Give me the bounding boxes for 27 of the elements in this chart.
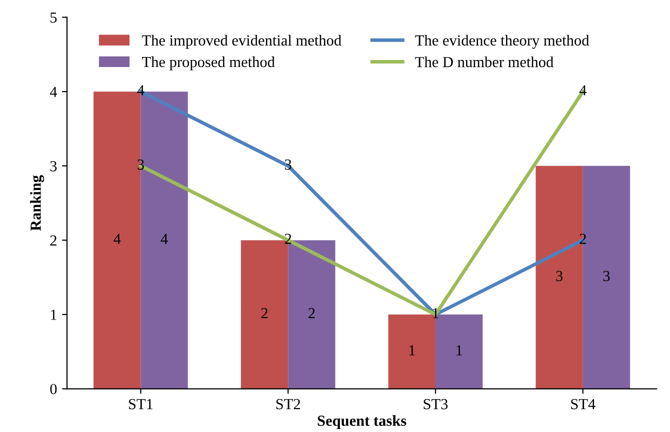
data-label: 2 [261, 308, 268, 318]
y-tick-label: 4 [50, 86, 58, 97]
data-label: 4 [160, 234, 168, 244]
legend-label: The proposed method [142, 56, 275, 70]
y-tick-label: 0 [50, 384, 57, 394]
data-label: 1 [433, 308, 438, 318]
x-tick-label: ST2 [276, 399, 300, 410]
y-axis-title: Ranking [30, 175, 44, 231]
data-label: 3 [556, 270, 563, 282]
data-label: 4 [114, 234, 121, 244]
legend-label: The evidence theory method [415, 34, 590, 49]
data-label: 3 [603, 270, 610, 282]
legend-label: The improved evidential method [142, 34, 342, 49]
data-label: 3 [138, 159, 144, 170]
data-label: 2 [580, 234, 586, 244]
legend-label: The D number method [415, 56, 554, 68]
y-tick-label: 1 [50, 310, 56, 320]
x-tick-label: ST4 [571, 399, 596, 410]
x-tick-label: ST3 [424, 399, 448, 410]
data-label: 1 [409, 345, 415, 356]
x-axis-title: Sequent tasks [318, 415, 406, 430]
y-tick-label: 5 [50, 12, 57, 23]
data-label: 2 [308, 308, 315, 318]
y-tick-label: 2 [50, 235, 56, 246]
x-tick-label: ST1 [128, 399, 153, 410]
data-label: 1 [456, 345, 462, 356]
y-tick-label: 3 [50, 161, 57, 172]
